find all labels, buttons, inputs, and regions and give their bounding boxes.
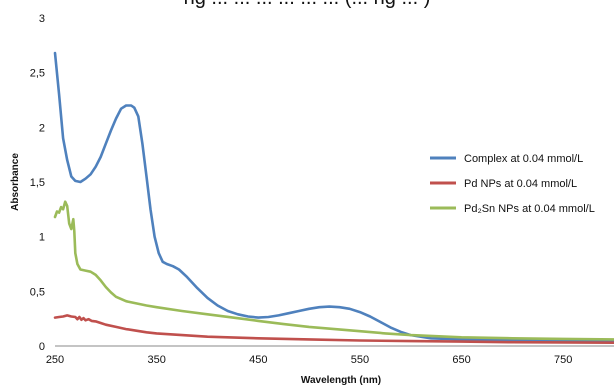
- x-tick-labels: 250 350 450 550 650 750: [46, 354, 573, 366]
- x-tick-label: 450: [249, 354, 267, 366]
- y-tick-label: 3: [39, 13, 45, 25]
- x-tick-label: 550: [351, 354, 369, 366]
- y-tick-label: 2,5: [30, 68, 45, 80]
- y-tick-label: 0,5: [30, 286, 45, 298]
- legend-label-2: Pd NPs at 0.04 mmol/L: [464, 178, 577, 190]
- series-line-1: [53, 51, 614, 342]
- series-line-3: [53, 200, 614, 341]
- y-tick-labels: 0 0,5 1 1,5 2 2,5 3: [30, 13, 45, 353]
- series-layer: [53, 51, 614, 344]
- legend: Complex at 0.04 mmol/L Pd NPs at 0.04 mmo…: [430, 153, 595, 215]
- x-tick-label: 350: [147, 354, 165, 366]
- y-tick-label: 0: [39, 341, 45, 353]
- series-line-2: [53, 314, 614, 344]
- x-axis-label: Wavelength (nm): [301, 375, 381, 385]
- cropped-caption-text: ng ... ... ... ... ... ... (... ng ... ): [0, 0, 614, 9]
- x-tick-label: 750: [554, 354, 572, 366]
- y-tick-label: 2: [39, 122, 45, 134]
- x-tick-label: 650: [452, 354, 470, 366]
- y-tick-label: 1,5: [30, 177, 45, 189]
- legend-label-3: Pd₂Sn NPs at 0.04 mmol/L: [464, 203, 595, 215]
- y-tick-label: 1: [39, 232, 45, 244]
- x-tick-label: 250: [46, 354, 64, 366]
- legend-label-1: Complex at 0.04 mmol/L: [464, 153, 583, 165]
- y-axis-label: Absorbance: [10, 153, 21, 211]
